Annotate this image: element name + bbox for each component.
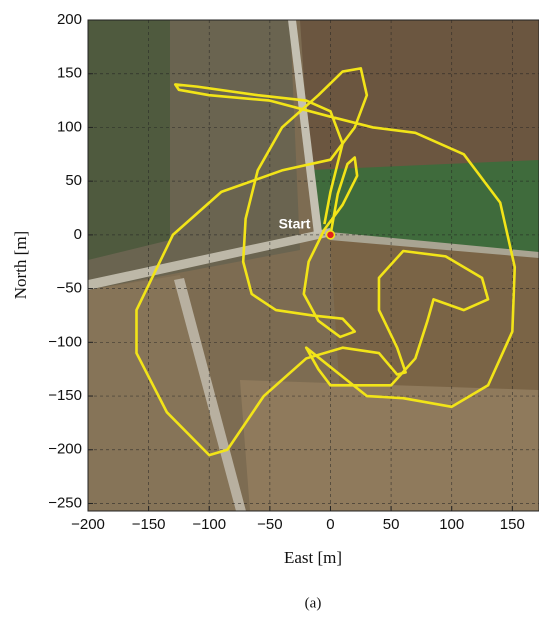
y-tick-label: −200 <box>48 441 82 458</box>
annotation: Start <box>279 216 311 232</box>
y-tick-label: −50 <box>57 280 82 297</box>
x-tick-label: −200 <box>71 516 105 533</box>
x-tick-label: −150 <box>132 516 166 533</box>
x-tick-label: 50 <box>383 516 400 533</box>
x-tick-label: 0 <box>326 516 334 533</box>
caption: (a) <box>305 595 322 611</box>
y-tick-label: 150 <box>57 65 82 82</box>
flight-path <box>135 67 517 457</box>
y-tick-label: 200 <box>57 11 82 28</box>
y-tick-label: 0 <box>74 226 82 243</box>
x-tick-label: −50 <box>257 516 282 533</box>
plot-frame <box>87 19 539 512</box>
x-tick-label: −100 <box>192 516 226 533</box>
y-axis-label: North [m] <box>11 231 30 299</box>
y-tick-label: −100 <box>48 333 82 350</box>
x-tick-label: 150 <box>500 516 525 533</box>
y-tick-label: −150 <box>48 387 82 404</box>
start-marker <box>325 230 336 240</box>
y-tick-label: −250 <box>48 494 82 511</box>
satellite-background <box>88 20 539 511</box>
y-tick-label: 50 <box>65 172 82 189</box>
x-axis-label: East [m] <box>284 548 342 567</box>
y-tick-label: 100 <box>57 118 82 135</box>
x-tick-label: 100 <box>439 516 464 533</box>
